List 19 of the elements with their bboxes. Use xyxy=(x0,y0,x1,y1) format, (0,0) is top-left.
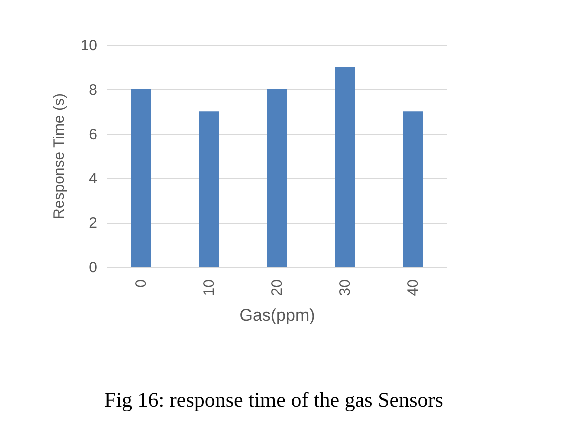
y-tick-label: 10 xyxy=(80,38,98,54)
y-axis-title: Response Time (s) xyxy=(50,94,68,220)
x-tick-label: 0 xyxy=(133,280,150,288)
caption: Fig 16: response time of the gas Sensors xyxy=(104,388,444,413)
bar xyxy=(335,67,355,267)
x-tick-label: 10 xyxy=(201,280,218,296)
y-tick-label: 6 xyxy=(89,126,98,144)
y-tick-label: 4 xyxy=(89,170,98,188)
y-tick-label: 0 xyxy=(89,260,98,276)
y-tick-label: 8 xyxy=(89,82,98,99)
x-tick-label: 30 xyxy=(337,280,354,296)
x-tick-label: 40 xyxy=(405,280,422,296)
x-axis-title: Gas(ppm) xyxy=(240,306,316,326)
bar xyxy=(131,89,151,267)
y-tick-label: 2 xyxy=(89,215,98,232)
bar xyxy=(267,89,287,267)
bar xyxy=(199,112,219,267)
bar xyxy=(403,112,423,267)
x-tick-label: 20 xyxy=(269,280,286,296)
